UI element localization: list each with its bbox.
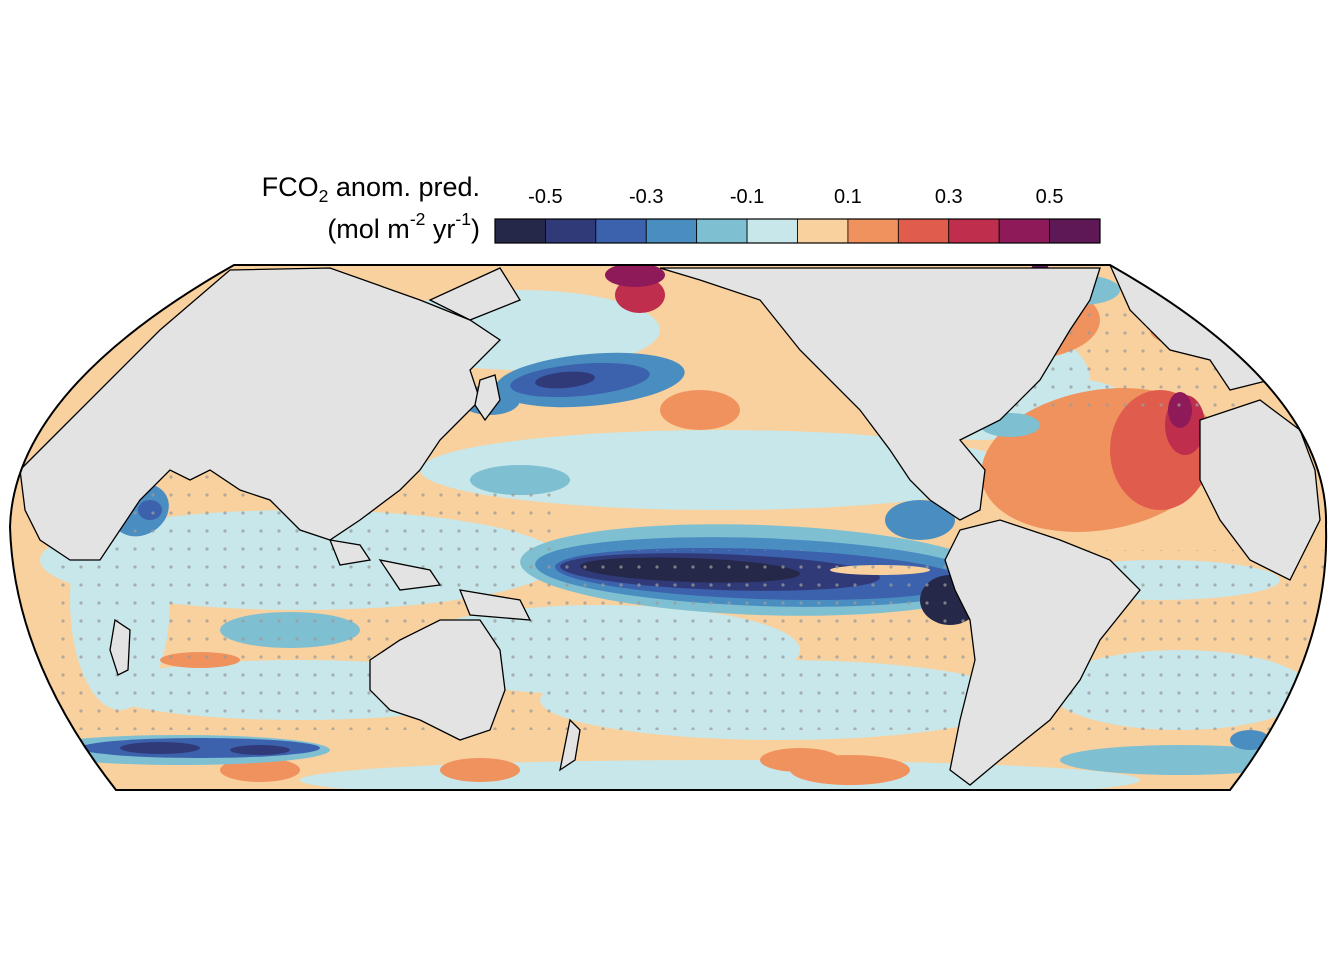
landmass bbox=[474, 374, 501, 422]
colorbar-segment bbox=[696, 218, 748, 244]
anomaly-region bbox=[760, 748, 840, 772]
anomaly-region bbox=[300, 760, 1140, 790]
anomaly-region bbox=[420, 430, 1020, 510]
land-masses bbox=[19, 265, 1321, 786]
landmass bbox=[559, 718, 581, 772]
anomaly-region bbox=[660, 390, 740, 430]
landmass bbox=[659, 267, 1101, 521]
colorbar-segment bbox=[545, 218, 597, 244]
landmass bbox=[378, 559, 442, 591]
anomaly-region bbox=[605, 265, 665, 287]
colorbar-tick-label: 0.5 bbox=[1035, 186, 1064, 208]
colorbar-segment bbox=[797, 218, 849, 244]
anomaly-region bbox=[230, 745, 290, 755]
world-map bbox=[10, 265, 1327, 790]
colorbar-segment bbox=[847, 218, 899, 244]
anomaly-region bbox=[1060, 745, 1300, 775]
landmass bbox=[328, 539, 372, 566]
landmass bbox=[458, 589, 532, 621]
map-border bbox=[8, 264, 1328, 791]
legend-title-line2: (mol m-2 yr-1) bbox=[327, 208, 480, 244]
legend-colorbar bbox=[494, 218, 1101, 244]
stipple-area bbox=[60, 550, 1327, 730]
anomaly-region bbox=[535, 371, 595, 389]
colorbar-frame bbox=[494, 218, 1101, 244]
colorbar-tick-label: -0.3 bbox=[629, 186, 664, 208]
colorbar-tick-label: 0.1 bbox=[834, 186, 862, 208]
colorbar-tick-label: -0.1 bbox=[729, 186, 765, 208]
colorbar-segment bbox=[595, 218, 647, 244]
anomaly-region bbox=[1230, 730, 1270, 750]
anomaly-region bbox=[885, 500, 955, 540]
landmass bbox=[944, 519, 1141, 786]
landmass bbox=[369, 619, 506, 741]
colorbar-tick-label: 0.3 bbox=[934, 186, 963, 208]
colorbar-segment bbox=[645, 218, 698, 244]
stipple-area bbox=[380, 480, 560, 550]
colorbar-segment bbox=[494, 218, 546, 244]
landmass bbox=[1199, 399, 1321, 581]
anomaly-region bbox=[120, 742, 200, 754]
landmass bbox=[428, 267, 521, 321]
landmass bbox=[109, 618, 131, 676]
anomaly-region bbox=[220, 758, 300, 782]
colorbar-tick-label: -0.5 bbox=[528, 186, 563, 208]
colorbar-segment bbox=[948, 218, 1000, 244]
legend-title-line1: FCO2 anom. pred. bbox=[261, 172, 480, 207]
colorbar-segment bbox=[998, 218, 1050, 244]
colorbar-segment bbox=[746, 218, 798, 244]
colorbar-segment bbox=[1049, 218, 1101, 244]
colorbar-segment bbox=[897, 218, 950, 244]
anomaly-region bbox=[440, 758, 520, 782]
landmass bbox=[19, 267, 502, 561]
